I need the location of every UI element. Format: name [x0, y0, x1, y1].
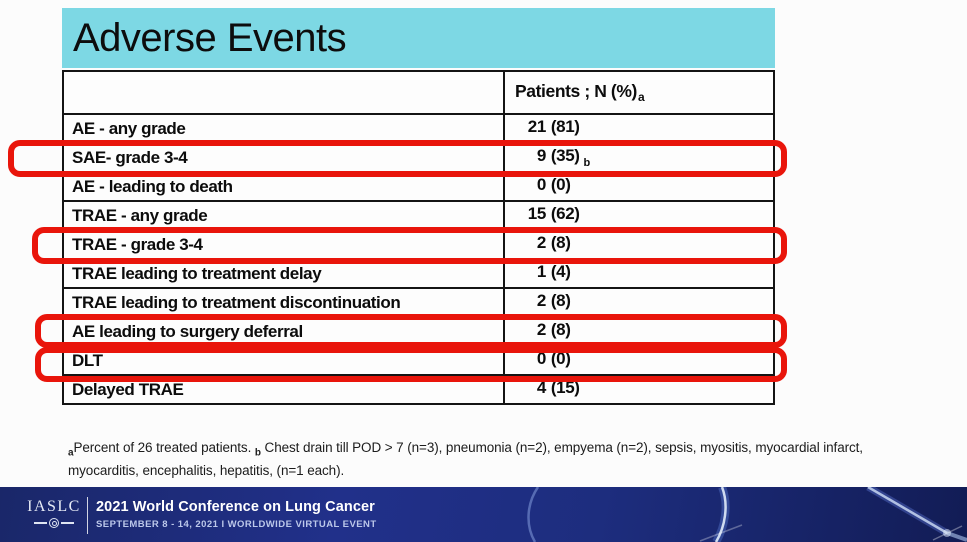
row-value: 21 (81) [503, 113, 775, 144]
iaslc-emblem-icon [27, 518, 81, 528]
footnote-marker-b: b [583, 156, 591, 169]
table-row: TRAE leading to treatment discontinuatio… [62, 287, 775, 318]
iaslc-logo-text: IASLC [27, 498, 81, 515]
row-label: DLT [62, 345, 505, 376]
emblem-line-left [34, 522, 47, 524]
footnote: aPercent of 26 treated patients. b Chest… [68, 438, 890, 482]
table-row: AE leading to surgery deferral 2 (8) [62, 316, 775, 347]
page-title: Adverse Events [73, 15, 347, 60]
table-row: Delayed TRAE 4 (15) [62, 374, 775, 405]
row-value: 9 (35) b [503, 142, 775, 173]
row-value: 15 (62) [503, 200, 775, 231]
event-subtitle: SEPTEMBER 8 - 14, 2021 I WORLDWIDE VIRTU… [96, 519, 377, 530]
footer-light-streaks-decoration [527, 487, 967, 542]
footnote-marker-a: a [68, 447, 74, 459]
table-row: TRAE - grade 3-4 2 (8) [62, 229, 775, 260]
row-label: Delayed TRAE [62, 374, 505, 405]
adverse-events-table: Patients ; N (%)a AE - any grade 21 (81) … [62, 70, 775, 405]
row-label: SAE- grade 3-4 [62, 142, 505, 173]
header-empty-cell [62, 70, 505, 115]
row-label: AE - any grade [62, 113, 505, 144]
emblem-circle [49, 518, 59, 528]
row-label: TRAE leading to treatment discontinuatio… [62, 287, 505, 318]
table-row: AE - leading to death 0 (0) [62, 171, 775, 202]
row-label: AE - leading to death [62, 171, 505, 202]
event-info: 2021 World Conference on Lung Cancer SEP… [96, 499, 377, 530]
table-row: SAE- grade 3-4 9 (35) b [62, 142, 775, 173]
slide-title-band: Adverse Events [62, 8, 775, 68]
table-row: TRAE - any grade 15 (62) [62, 200, 775, 231]
row-value: 0 (0) [503, 171, 775, 202]
emblem-line-right [61, 522, 74, 524]
row-label: TRAE leading to treatment delay [62, 258, 505, 289]
row-value: 0 (0) [503, 345, 775, 376]
row-label: AE leading to surgery deferral [62, 316, 505, 347]
iaslc-logo: IASLC [27, 498, 81, 528]
row-value: 1 (4) [503, 258, 775, 289]
table-row: AE - any grade 21 (81) [62, 113, 775, 144]
row-label: TRAE - grade 3-4 [62, 229, 505, 260]
row-value: 2 (8) [503, 287, 775, 318]
header-label: Patients ; N (%) [515, 80, 637, 101]
table-header-row: Patients ; N (%)a [62, 70, 775, 115]
footnote-marker-a: a [637, 90, 645, 105]
row-value: 2 (8) [503, 229, 775, 260]
event-title: 2021 World Conference on Lung Cancer [96, 499, 375, 515]
row-value: 2 (8) [503, 316, 775, 347]
conference-footer-bar: IASLC 2021 World Conference on Lung Canc… [0, 487, 967, 542]
row-value: 4 (15) [503, 374, 775, 405]
header-patients-cell: Patients ; N (%)a [503, 70, 775, 115]
footer-divider [87, 497, 88, 534]
table-row: TRAE leading to treatment delay 1 (4) [62, 258, 775, 289]
footnote-text-b: Chest drain till POD > 7 (n=3), pneumoni… [68, 440, 863, 479]
table-row: DLT 0 (0) [62, 345, 775, 376]
footnote-text-a: Percent of 26 treated patients. [73, 440, 255, 455]
row-label: TRAE - any grade [62, 200, 505, 231]
footnote-marker-b: b [254, 447, 261, 459]
